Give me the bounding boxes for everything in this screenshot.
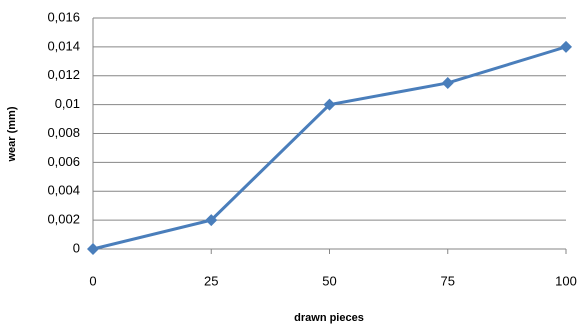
data-line: [92, 45, 567, 251]
y-tick-label: 0,016: [47, 9, 80, 24]
x-tick-label: 25: [204, 273, 218, 288]
x-tick-label: 100: [555, 273, 577, 288]
x-tick-label: 75: [441, 273, 455, 288]
y-axis-title: wear (mm): [6, 106, 18, 162]
data-point: [441, 76, 454, 89]
y-tick-label: 0,014: [47, 38, 80, 53]
x-axis-title: drawn pieces: [294, 312, 364, 324]
data-point: [87, 243, 99, 255]
x-tick-label: 0: [89, 273, 96, 288]
y-tick-label: 0: [73, 240, 80, 255]
data-point: [323, 98, 336, 111]
data-point: [560, 40, 572, 53]
x-tick-label: 50: [322, 273, 336, 288]
y-tick-label: 0,01: [55, 96, 80, 111]
y-tick-label: 0,004: [47, 183, 80, 198]
y-tick-label: 0,012: [47, 67, 80, 82]
y-tick-label: 0,008: [47, 125, 80, 140]
data-point: [205, 214, 218, 227]
y-tick-label: 0,006: [47, 154, 80, 169]
y-tick-label: 0,002: [47, 212, 80, 227]
